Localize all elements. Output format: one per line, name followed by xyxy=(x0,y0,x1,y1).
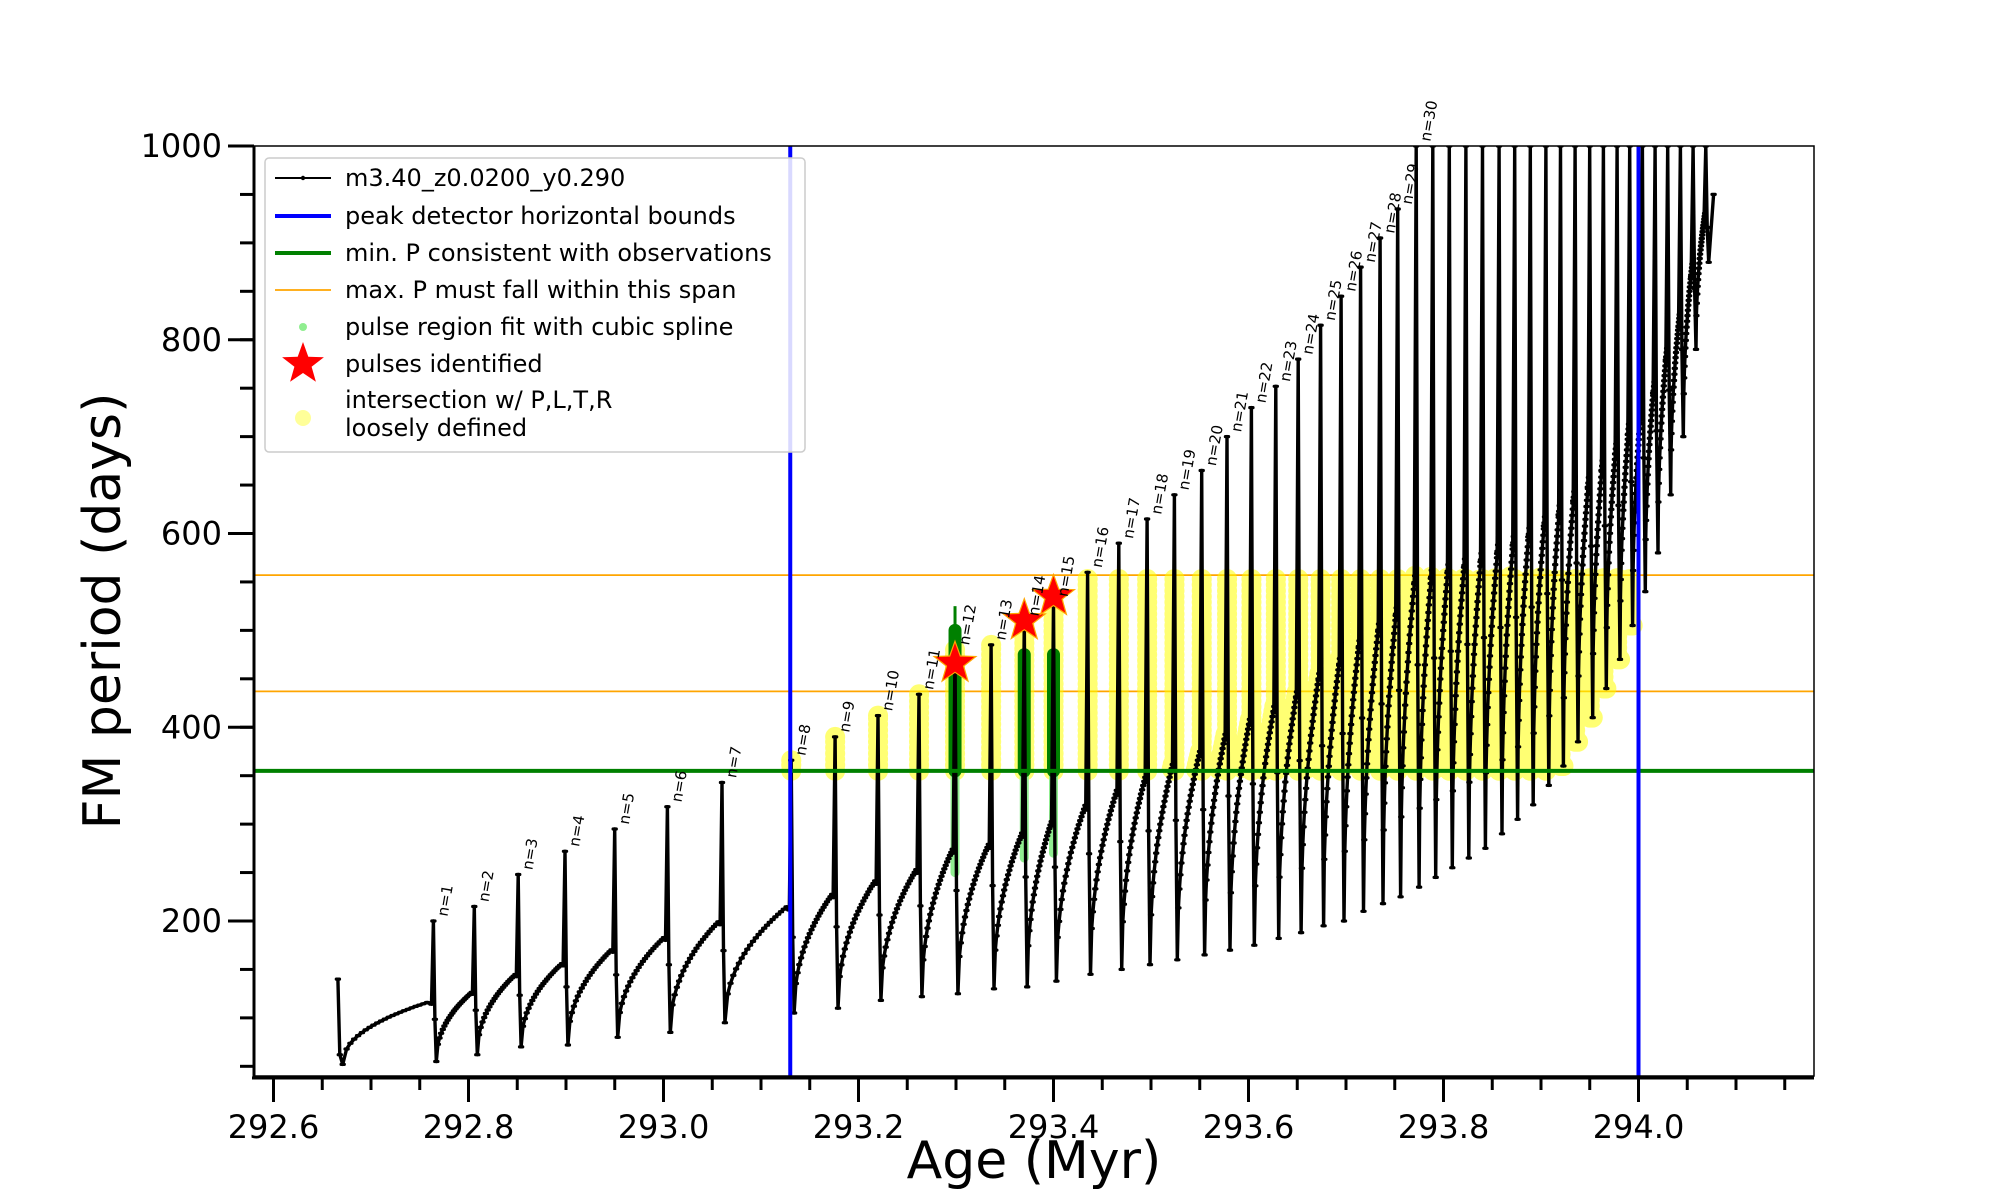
identified-pulse-star-2 xyxy=(1001,596,1047,640)
pulse-label-18: n=18 xyxy=(1147,472,1172,516)
legend-label: peak detector horizontal bounds xyxy=(345,202,736,230)
identified-pulse-star-3 xyxy=(1030,572,1077,616)
legend-label: min. P consistent with observations xyxy=(345,239,772,267)
x-tick-label: 293.8 xyxy=(1398,1108,1490,1146)
pulse-label-22: n=22 xyxy=(1252,361,1277,405)
y-tick-label: 600 xyxy=(161,515,222,553)
legend-box xyxy=(264,157,806,453)
pulse-label-15: n=15 xyxy=(1054,554,1079,598)
x-tick-label: 293.0 xyxy=(618,1108,710,1146)
pulse-label-7: n=7 xyxy=(722,745,745,779)
pulse-label-30: n=30 xyxy=(1416,99,1441,143)
x-tick-label: 293.6 xyxy=(1203,1108,1295,1146)
legend-label: loosely defined xyxy=(345,414,527,442)
x-tick-label: 293.2 xyxy=(813,1108,905,1146)
legend-item-2: peak detector horizontal bounds xyxy=(275,202,736,230)
legend-item-4: max. P must fall within this span xyxy=(275,276,736,304)
legend-swatch-dot xyxy=(295,410,311,426)
legend-label: intersection w/ P,L,T,R xyxy=(345,386,612,414)
y-tick-label: 800 xyxy=(161,321,222,359)
legend-label: pulse region fit with cubic spline xyxy=(345,313,733,341)
y-tick-label: 200 xyxy=(161,902,222,940)
y-tick-label: 1000 xyxy=(141,127,222,165)
pulse-label-19: n=19 xyxy=(1175,448,1200,492)
pulse-label-3: n=3 xyxy=(518,837,541,871)
legend-swatch-dot xyxy=(300,175,306,181)
pulse-label-12: n=12 xyxy=(955,603,980,647)
legend-item-5: pulse region fit with cubic spline xyxy=(299,313,733,341)
legend-swatch-star xyxy=(282,342,324,382)
pulse-label-21: n=21 xyxy=(1227,390,1252,434)
x-tick-label: 293.4 xyxy=(1008,1108,1100,1146)
pulse-label-1: n=1 xyxy=(434,883,457,917)
x-tick-label: 294.0 xyxy=(1593,1108,1685,1146)
pulse-label-17: n=17 xyxy=(1119,496,1144,540)
x-tick-label: 292.6 xyxy=(228,1108,320,1146)
pulse-label-10: n=10 xyxy=(878,669,903,713)
pulse-label-9: n=9 xyxy=(835,699,858,733)
legend-label: max. P must fall within this span xyxy=(345,276,736,304)
pulse-label-4: n=4 xyxy=(565,814,588,848)
identified-pulse-stars xyxy=(932,572,1077,683)
legend-item-3: min. P consistent with observations xyxy=(275,239,772,267)
pulse-label-11: n=11 xyxy=(919,647,944,691)
legend-item-6: pulses identified xyxy=(282,342,543,382)
pulse-label-20: n=20 xyxy=(1202,424,1227,468)
identified-pulse-star-1 xyxy=(932,639,978,683)
pulse-label-8: n=8 xyxy=(791,723,814,757)
axes: 292.6 292.8 293.0 293.2 293.4 293.6 293.8 294.0… xyxy=(73,127,1815,1191)
legend-swatch-dot xyxy=(299,323,307,331)
pulse-label-16: n=16 xyxy=(1088,525,1113,569)
legend-label: pulses identified xyxy=(345,350,543,378)
y-tick-label: 400 xyxy=(161,708,222,746)
legend-item-1: m3.40_z0.0200_y0.290 xyxy=(275,164,625,192)
pulse-label-5: n=5 xyxy=(615,791,638,825)
x-axis-label: Age (Myr) xyxy=(907,1131,1162,1191)
pulse-labels: n=1 n=2 n=3 n=4 n=5 n=6 n=7 n=8 n=9 n=10 n=11 n=12 n… xyxy=(434,99,1442,918)
y-axis-label: FM period (days) xyxy=(73,393,133,830)
pulse-label-6: n=6 xyxy=(668,769,691,803)
x-tick-label: 292.8 xyxy=(423,1108,515,1146)
legend-label: m3.40_z0.0200_y0.290 xyxy=(345,164,625,192)
pulse-label-2: n=2 xyxy=(475,869,498,903)
pulse-label-29: n=29 xyxy=(1398,162,1423,206)
